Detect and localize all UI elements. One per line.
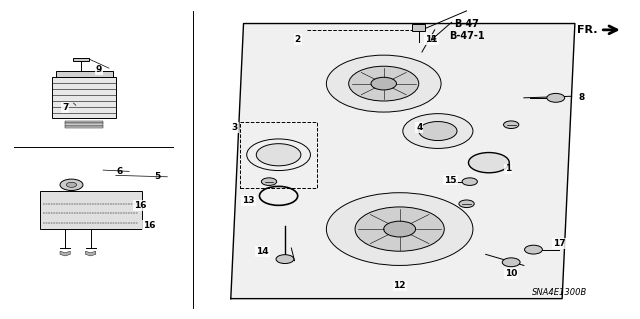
Circle shape [355, 207, 444, 251]
Text: 7: 7 [62, 103, 68, 112]
Bar [74, 58, 89, 62]
Text: 14: 14 [257, 247, 269, 256]
Circle shape [371, 77, 396, 90]
Text: SNA4E1300B: SNA4E1300B [532, 288, 588, 297]
Text: 9: 9 [96, 65, 102, 74]
Text: 16: 16 [134, 201, 147, 210]
Text: 17: 17 [553, 239, 565, 248]
Text: B-47
B-47-1: B-47 B-47-1 [449, 19, 484, 41]
Circle shape [276, 255, 294, 263]
Text: 13: 13 [243, 196, 255, 205]
Text: 8: 8 [578, 93, 584, 102]
Circle shape [547, 93, 564, 102]
Circle shape [261, 178, 276, 185]
Circle shape [459, 200, 474, 208]
Polygon shape [231, 24, 575, 299]
Text: 10: 10 [505, 269, 517, 278]
Text: FR.: FR. [577, 25, 597, 35]
Text: 2: 2 [294, 35, 301, 44]
Polygon shape [86, 251, 96, 256]
Circle shape [525, 245, 542, 254]
Text: 16: 16 [143, 221, 156, 230]
Bar [412, 24, 425, 32]
Bar [56, 71, 113, 77]
Circle shape [67, 182, 77, 187]
FancyBboxPatch shape [40, 191, 141, 229]
Text: 12: 12 [394, 281, 406, 291]
Circle shape [462, 178, 477, 185]
Circle shape [326, 193, 473, 265]
Circle shape [468, 152, 509, 173]
Bar [65, 121, 103, 123]
Text: 15: 15 [444, 175, 457, 185]
Text: 5: 5 [154, 172, 161, 182]
Circle shape [504, 121, 519, 129]
Circle shape [403, 114, 473, 148]
Circle shape [419, 122, 457, 141]
Text: 4: 4 [416, 123, 422, 132]
Text: 11: 11 [425, 35, 438, 44]
Circle shape [256, 144, 301, 166]
Circle shape [349, 66, 419, 101]
Text: 6: 6 [116, 167, 122, 176]
Polygon shape [60, 251, 70, 256]
Text: 1: 1 [505, 165, 511, 174]
Circle shape [60, 179, 83, 190]
Text: 3: 3 [232, 123, 237, 132]
Bar [65, 126, 103, 128]
Bar [52, 77, 116, 118]
Bar [65, 123, 103, 126]
Circle shape [502, 258, 520, 267]
Circle shape [384, 221, 415, 237]
Circle shape [326, 55, 441, 112]
